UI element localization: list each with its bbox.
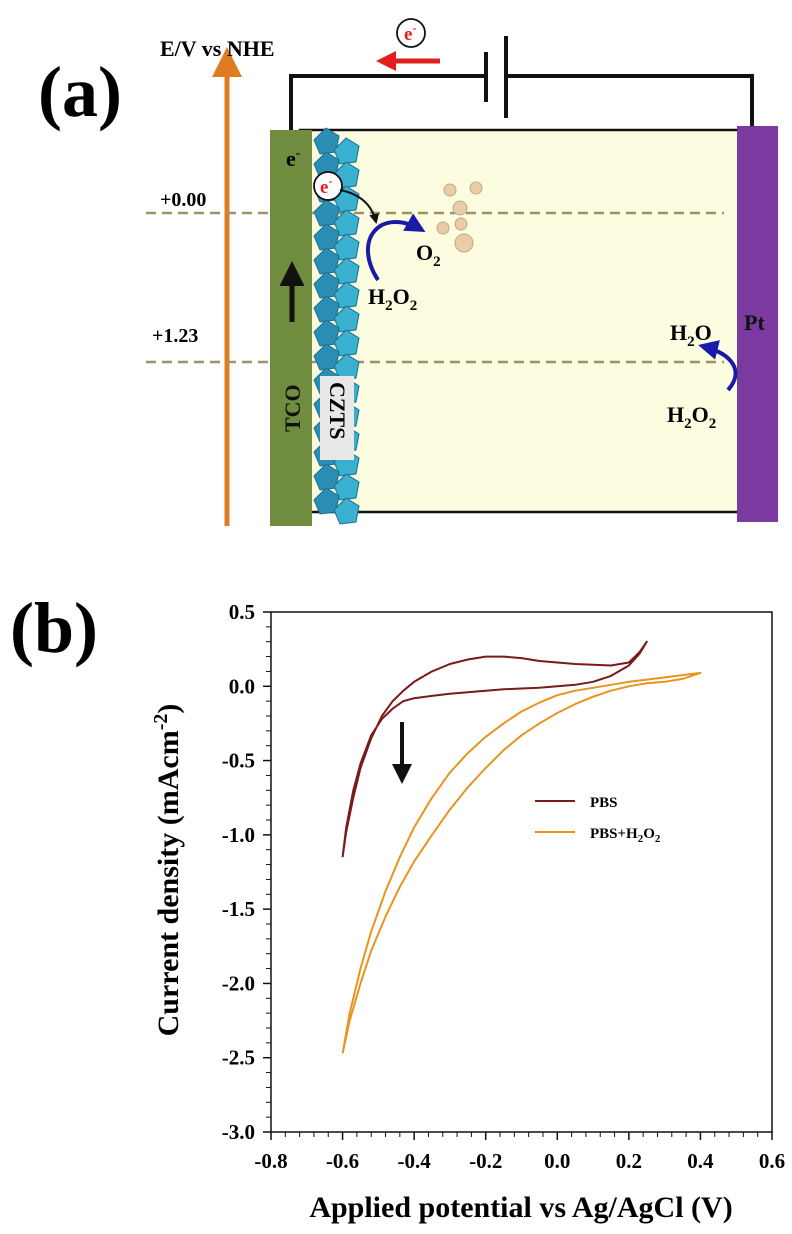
tco-label: TCO: [280, 384, 305, 432]
h2o-label: H2O: [670, 320, 712, 350]
bubble: [452, 200, 468, 216]
czts-crystal: [313, 199, 340, 227]
pt-label: Pt: [744, 310, 765, 335]
x-axis: -0.8 -0.6 -0.4 -0.2 0.0 0.2 0.4 0.6: [254, 1132, 785, 1173]
x-tick-label: -0.2: [469, 1149, 502, 1173]
surface-electron-icon: [313, 171, 343, 201]
surface-electron-label: e-: [320, 174, 332, 198]
x-tick-label: 0.2: [616, 1149, 642, 1173]
circuit-electron-icon: [396, 18, 426, 48]
y-axis-title: Current density (mAcm-2): [150, 704, 185, 1037]
bubble: [454, 233, 474, 253]
series-line-pbs: [341, 640, 648, 858]
x-tick-label: -0.4: [398, 1149, 432, 1173]
y-tick-label: 0.5: [229, 600, 255, 624]
panel-b: (b) -0.8 -0.6 -0.4 -0.2 0.0 0.2 0.4 0.6 0.50.0-…: [10, 588, 785, 1224]
tco-electron-label: e-: [286, 145, 300, 171]
y-tick-label: -3.0: [222, 1120, 255, 1144]
y-tick-label: 0.0: [229, 674, 255, 698]
o2-label: O2: [416, 240, 441, 270]
level-1-label: +1.23: [152, 325, 198, 347]
oxidation-arrow: [366, 213, 426, 282]
y-tick-label: -1.0: [222, 823, 255, 847]
bubble: [443, 183, 457, 197]
bubble: [454, 217, 468, 231]
plot-frame: [270, 611, 773, 1133]
legend-text-pbs: PBS: [590, 795, 618, 811]
series-line-pbs-h2o2: [341, 671, 702, 1054]
czts-crystal: [313, 127, 340, 155]
h2o2-cathode-label: H2O2: [667, 402, 716, 432]
o2-bubbles: [436, 181, 483, 253]
czts-crystal: [313, 295, 340, 323]
czts-crystal: [313, 463, 340, 491]
panel-a: (a) e- E/V vs NHE +0.00 +1.23 TCO e- CZT…: [38, 18, 778, 526]
circuit-wire: [289, 74, 754, 130]
czts-crystal: [313, 271, 340, 299]
legend-text-pbs-h2o2: PBS+H2O2: [590, 826, 661, 845]
energy-axis-label: E/V vs NHE: [160, 36, 275, 61]
czts-crystal: [313, 223, 340, 251]
czts-crystal: [313, 343, 340, 371]
bubble: [469, 181, 483, 195]
panel-a-label: (a): [38, 52, 122, 132]
legend: PBS PBS+H2O2: [535, 795, 661, 845]
y-tick-label: -2.5: [222, 1046, 255, 1070]
x-tick-label: -0.8: [254, 1149, 287, 1173]
pt-electrode: [737, 126, 778, 522]
y-tick-label: -2.0: [222, 971, 255, 995]
czts-label-box: [320, 376, 354, 460]
x-tick-label: 0.4: [687, 1149, 714, 1173]
y-tick-label: -0.5: [222, 749, 255, 773]
czts-crystal: [313, 487, 340, 515]
series-layer: [341, 640, 702, 1054]
y-tick-label: -1.5: [222, 897, 255, 921]
reduction-arrow: [698, 340, 738, 392]
surface-electron-arrow: [339, 189, 380, 224]
h2o2-anode-label: H2O2: [368, 284, 417, 314]
czts-crystal: [313, 319, 340, 347]
tco-electrode: [270, 130, 312, 526]
czts-label: CZTS: [325, 382, 350, 439]
czts-crystal: [313, 247, 340, 275]
x-tick-label: 0.6: [759, 1149, 785, 1173]
panel-b-label: (b): [10, 588, 98, 668]
circuit-electron-label: e-: [404, 21, 416, 45]
x-tick-label: -0.6: [326, 1149, 359, 1173]
x-tick-label: 0.0: [544, 1149, 570, 1173]
x-axis-title: Applied potential vs Ag/AgCl (V): [309, 1191, 732, 1224]
czts-crystal: [333, 497, 360, 525]
bubble: [436, 221, 450, 235]
electrolyte-region: [298, 128, 750, 514]
y-axis: 0.5 0.0 -0.5 -1.0 -1.5 -2.0 -2.5 -3.0: [222, 600, 271, 1144]
level-0-label: +0.00: [160, 189, 206, 211]
